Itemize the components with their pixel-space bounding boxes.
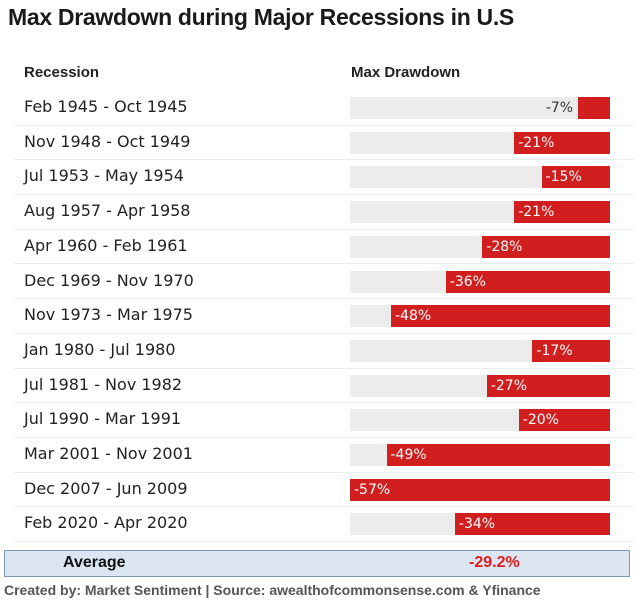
drawdown-bar [391,305,610,328]
recession-label: Feb 2020 - Apr 2020 [24,513,188,533]
header-max-drawdown: Max Drawdown [351,64,461,81]
table-row: Feb 2020 - Apr 2020 -34% [14,506,634,543]
average-label: Average [63,554,126,571]
drawdown-bar [532,339,610,362]
average-row: Average -29.2% [4,550,630,577]
drawdown-bar [514,201,610,224]
recession-label: Dec 1969 - Nov 1970 [24,270,194,290]
header-recession: Recession [24,64,100,81]
recession-label: Apr 1960 - Feb 1961 [24,235,188,255]
bar-track: -36% [350,270,610,293]
value-label: -21% [518,134,555,151]
bar-track: -28% [350,235,610,258]
value-label: -7% [545,100,574,116]
recession-label: Aug 1957 - Apr 1958 [24,201,191,221]
drawdown-bar [514,131,610,154]
footer-source: Created by: Market Sentiment | Source: a… [4,582,541,598]
recession-label: Jan 1980 - Jul 1980 [24,339,176,359]
drawdown-bar [541,166,610,189]
bar-track: -27% [350,374,610,397]
recession-label: Nov 1973 - Mar 1975 [24,305,193,325]
value-label: -21% [518,204,555,221]
table-row: Jul 1953 - May 1954 -15% [14,159,634,196]
value-label: -15% [545,169,582,186]
value-label: -48% [395,308,432,325]
recession-label: Dec 2007 - Jun 2009 [24,478,188,498]
table-row: Jan 1980 - Jul 1980 -17% [14,333,634,369]
bar-track: -57% [350,478,610,501]
recession-label: Jul 1953 - May 1954 [24,166,184,186]
table-row: Mar 2001 - Nov 2001 -49% [14,437,634,473]
chart-title: Max Drawdown during Major Recessions in … [8,4,514,30]
value-label: -28% [486,238,523,255]
table-row: Aug 1957 - Apr 1958 -21% [14,194,634,230]
bar-track: -20% [350,409,610,432]
table-row: Jul 1990 - Mar 1991 -20% [14,402,634,438]
bar-track: -48% [350,305,610,328]
value-label: -17% [536,342,573,359]
table-row: Nov 1948 - Oct 1949 -21% [14,125,634,161]
drawdown-bar [454,513,610,536]
recession-label: Jul 1990 - Mar 1991 [24,409,182,429]
table-row: Jul 1981 - Nov 1982 -27% [14,368,634,404]
bar-track: -17% [350,339,610,362]
recession-label: Mar 2001 - Nov 2001 [24,444,193,463]
drawdown-bar [482,235,610,258]
table-row: Feb 1945 - Oct 1945 -7% [14,90,634,126]
bar-track: -21% [350,201,610,224]
value-label: -34% [458,516,496,533]
drawdown-bar [518,409,610,432]
table-row: Nov 1973 - Mar 1975 -48% [14,298,634,334]
value-label: -36% [449,273,486,290]
table-row: Apr 1960 - Feb 1961 -28% [14,229,634,265]
drawdown-bar [445,270,610,293]
value-label: -20% [522,412,559,429]
drawdown-bar [350,478,610,501]
table-row: Dec 1969 - Nov 1970 -36% [14,264,634,300]
drawdown-bar [578,97,610,119]
value-label: -27% [490,377,527,394]
value-label: -57% [354,481,391,498]
bar-track: -7% [350,97,610,119]
bar-track: -21% [350,131,610,154]
recession-label: Feb 1945 - Oct 1945 [24,97,188,116]
drawdown-bar [386,444,610,466]
value-label: -49% [390,447,427,463]
average-value: -29.2% [469,554,520,571]
table-row: Dec 2007 - Jun 2009 -57% [14,472,634,508]
bar-track: -15% [350,166,610,189]
drawdown-bar [486,374,610,397]
recession-label: Nov 1948 - Oct 1949 [24,131,191,151]
bar-track: -49% [350,444,610,466]
recession-label: Jul 1981 - Nov 1982 [24,374,183,394]
bar-track: -34% [350,513,610,536]
